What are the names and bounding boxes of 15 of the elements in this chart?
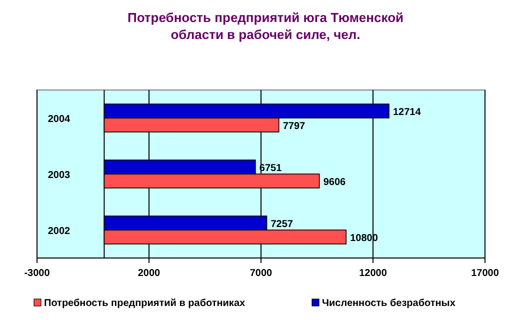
y-tick-label: 2002 [48, 226, 71, 237]
legend-label: Потребность предприятий в работниках [44, 298, 246, 309]
chart-title: Потребность предприятий юга Тюменской области в рабочей силе, чел. [127, 10, 404, 42]
x-tick-label: 12000 [359, 268, 388, 279]
legend-label: Численность безработных [322, 298, 456, 309]
x-tick-label: 17000 [471, 268, 500, 279]
y-tick-label: 2004 [48, 114, 71, 125]
data-label: 7797 [282, 121, 306, 132]
x-tick-label: 2000 [138, 268, 161, 279]
x-tick-label: 7000 [250, 268, 273, 279]
data-label: 7257 [270, 219, 294, 230]
data-label: 12714 [392, 107, 422, 118]
data-label: 9606 [323, 177, 346, 188]
x-tick-label: -3000 [24, 268, 50, 279]
y-tick-label: 2003 [48, 170, 71, 181]
